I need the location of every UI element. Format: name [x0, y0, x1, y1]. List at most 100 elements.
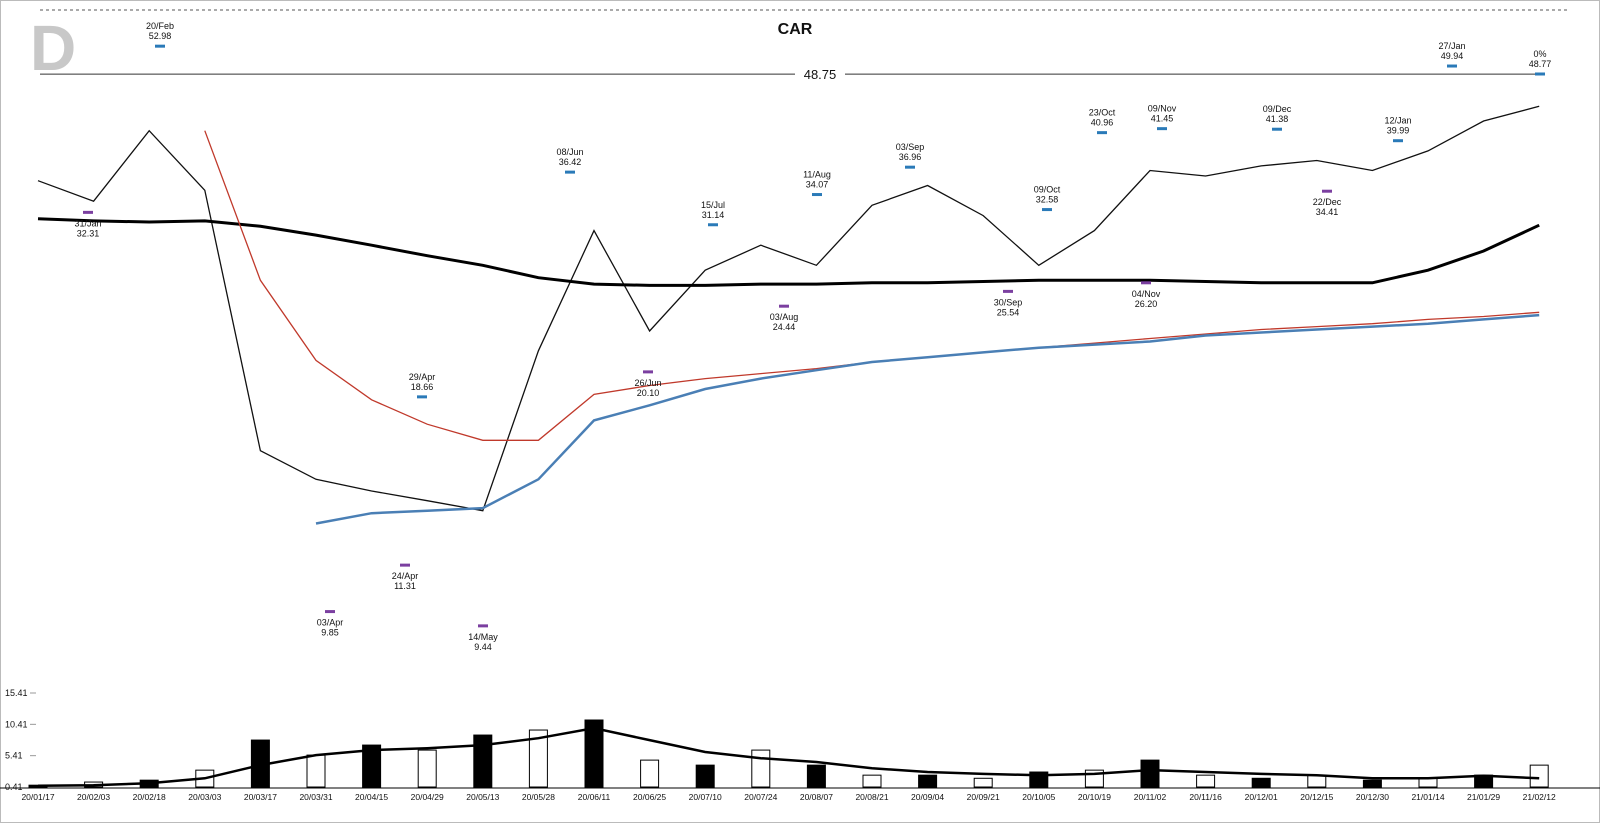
annotation-value: 9.44: [474, 642, 492, 652]
reference-label: 48.75: [804, 67, 837, 82]
volume-bar: [306, 754, 326, 788]
annotation-date: 09/Oct: [1034, 185, 1061, 195]
x-tick-label: 20/07/24: [744, 792, 777, 802]
x-tick-label: 20/07/10: [689, 792, 722, 802]
x-tick-label: 21/01/29: [1467, 792, 1500, 802]
volume-bar: [806, 764, 826, 788]
volume-bar: [362, 744, 382, 788]
annotation-date: 11/Aug: [803, 170, 831, 180]
x-tick-label: 21/02/12: [1523, 792, 1556, 802]
price-line: [315, 313, 1540, 525]
annotation-value: 18.66: [411, 382, 434, 392]
annotation-value: 32.31: [77, 228, 100, 238]
x-tick-label: 20/08/07: [800, 792, 833, 802]
volume-average: [37, 726, 1540, 788]
x-tick-label: 20/06/25: [633, 792, 666, 802]
volume-bar: [918, 774, 938, 788]
volume-bar: [862, 774, 882, 788]
annotation-date: 08/Jun: [556, 147, 583, 157]
annotation-value: 34.07: [806, 180, 829, 190]
annotation-value: 9.85: [321, 628, 339, 638]
annotation-value: 26.20: [1135, 299, 1158, 309]
annotation-date: 20/Feb: [146, 21, 174, 31]
chart-title: CAR: [778, 21, 813, 38]
x-tick-label: 20/04/29: [411, 792, 444, 802]
x-tick-label: 20/11/02: [1134, 792, 1167, 802]
x-tick-label: 20/12/15: [1300, 792, 1333, 802]
annotation-value: 36.42: [559, 157, 582, 167]
annotation-date: 09/Dec: [1263, 104, 1292, 114]
x-tick-label: 20/08/21: [855, 792, 888, 802]
x-tick-label: 20/12/01: [1245, 792, 1278, 802]
volume-bar: [417, 749, 437, 788]
volume-bar: [1529, 764, 1549, 788]
x-tick-label: 20/02/18: [133, 792, 166, 802]
volume-bar: [640, 759, 660, 788]
x-tick-label: 20/02/03: [77, 792, 110, 802]
badge: D: [30, 12, 76, 84]
volume-bar: [473, 734, 493, 788]
volume-bar: [1362, 779, 1382, 788]
volume-bar: [1418, 777, 1438, 788]
volume-bar: [695, 764, 715, 788]
annotation-value: 39.99: [1387, 126, 1410, 136]
volume-tick-label: 5.41: [5, 751, 23, 761]
x-tick-label: 20/03/03: [188, 792, 221, 802]
annotation-value: 52.98: [149, 31, 172, 41]
annotation-value: 41.45: [1151, 114, 1174, 124]
annotation-date: 14/May: [468, 632, 498, 642]
annotation-value: 40.96: [1091, 118, 1114, 128]
volume-tick-label: 10.41: [5, 719, 28, 729]
annotation-date: 29/Apr: [409, 372, 436, 382]
annotation-date: 26/Jun: [634, 378, 661, 388]
annotation-date: 24/Apr: [392, 571, 419, 581]
volume-tick-label: 0.41: [5, 782, 23, 792]
reference-label-bg: [795, 66, 845, 83]
volume-tick-label: 15.41: [5, 688, 28, 698]
annotation-date: 15/Jul: [701, 200, 725, 210]
annotation-date: 09/Nov: [1148, 104, 1177, 114]
volume-bar: [973, 777, 993, 788]
price-line: [37, 105, 1540, 512]
volume-bar: [1307, 774, 1327, 788]
x-tick-label: 20/06/11: [578, 792, 611, 802]
annotation-value: 25.54: [997, 307, 1020, 317]
annotation-value: 24.44: [773, 322, 796, 332]
annotation-value: 48.77: [1529, 59, 1552, 69]
x-tick-label: 20/03/17: [244, 792, 277, 802]
annotation-value: 11.31: [394, 581, 416, 591]
x-tick-label: 20/11/16: [1189, 792, 1222, 802]
annotation-value: 32.58: [1036, 195, 1059, 205]
volume-bar: [1251, 777, 1271, 788]
annotation-value: 20.10: [637, 388, 660, 398]
volume-bar: [528, 729, 548, 788]
x-tick-label: 20/04/15: [355, 792, 388, 802]
annotation-value: 34.41: [1316, 207, 1339, 217]
volume-bar: [1140, 759, 1160, 788]
volume-bar: [584, 719, 604, 788]
x-tick-label: 20/01/17: [21, 792, 54, 802]
annotation-value: 49.94: [1441, 51, 1464, 61]
annotation-date: 23/Oct: [1089, 108, 1116, 118]
x-tick-label: 20/10/05: [1022, 792, 1055, 802]
price-line: [37, 217, 1540, 287]
x-tick-label: 20/10/19: [1078, 792, 1111, 802]
annotation-date: 30/Sep: [994, 297, 1023, 307]
annotation-date: 03/Apr: [317, 618, 344, 628]
annotation-value: 31.14: [702, 210, 725, 220]
annotation-date: 31/Jan: [74, 218, 101, 228]
annotation-date: 04/Nov: [1132, 289, 1161, 299]
x-tick-label: 20/05/13: [466, 792, 499, 802]
annotation-value: 36.96: [899, 152, 922, 162]
annotation-date: 03/Aug: [770, 312, 799, 322]
x-tick-label: 20/09/21: [967, 792, 1000, 802]
annotation-date: 22/Dec: [1313, 197, 1342, 207]
x-tick-label: 20/09/04: [911, 792, 944, 802]
x-tick-label: 20/03/31: [299, 792, 332, 802]
annotation-value: 41.38: [1266, 114, 1289, 124]
annotation-date: 27/Jan: [1438, 41, 1465, 51]
x-tick-label: 20/12/30: [1356, 792, 1389, 802]
annotation-date: 12/Jan: [1384, 116, 1411, 126]
